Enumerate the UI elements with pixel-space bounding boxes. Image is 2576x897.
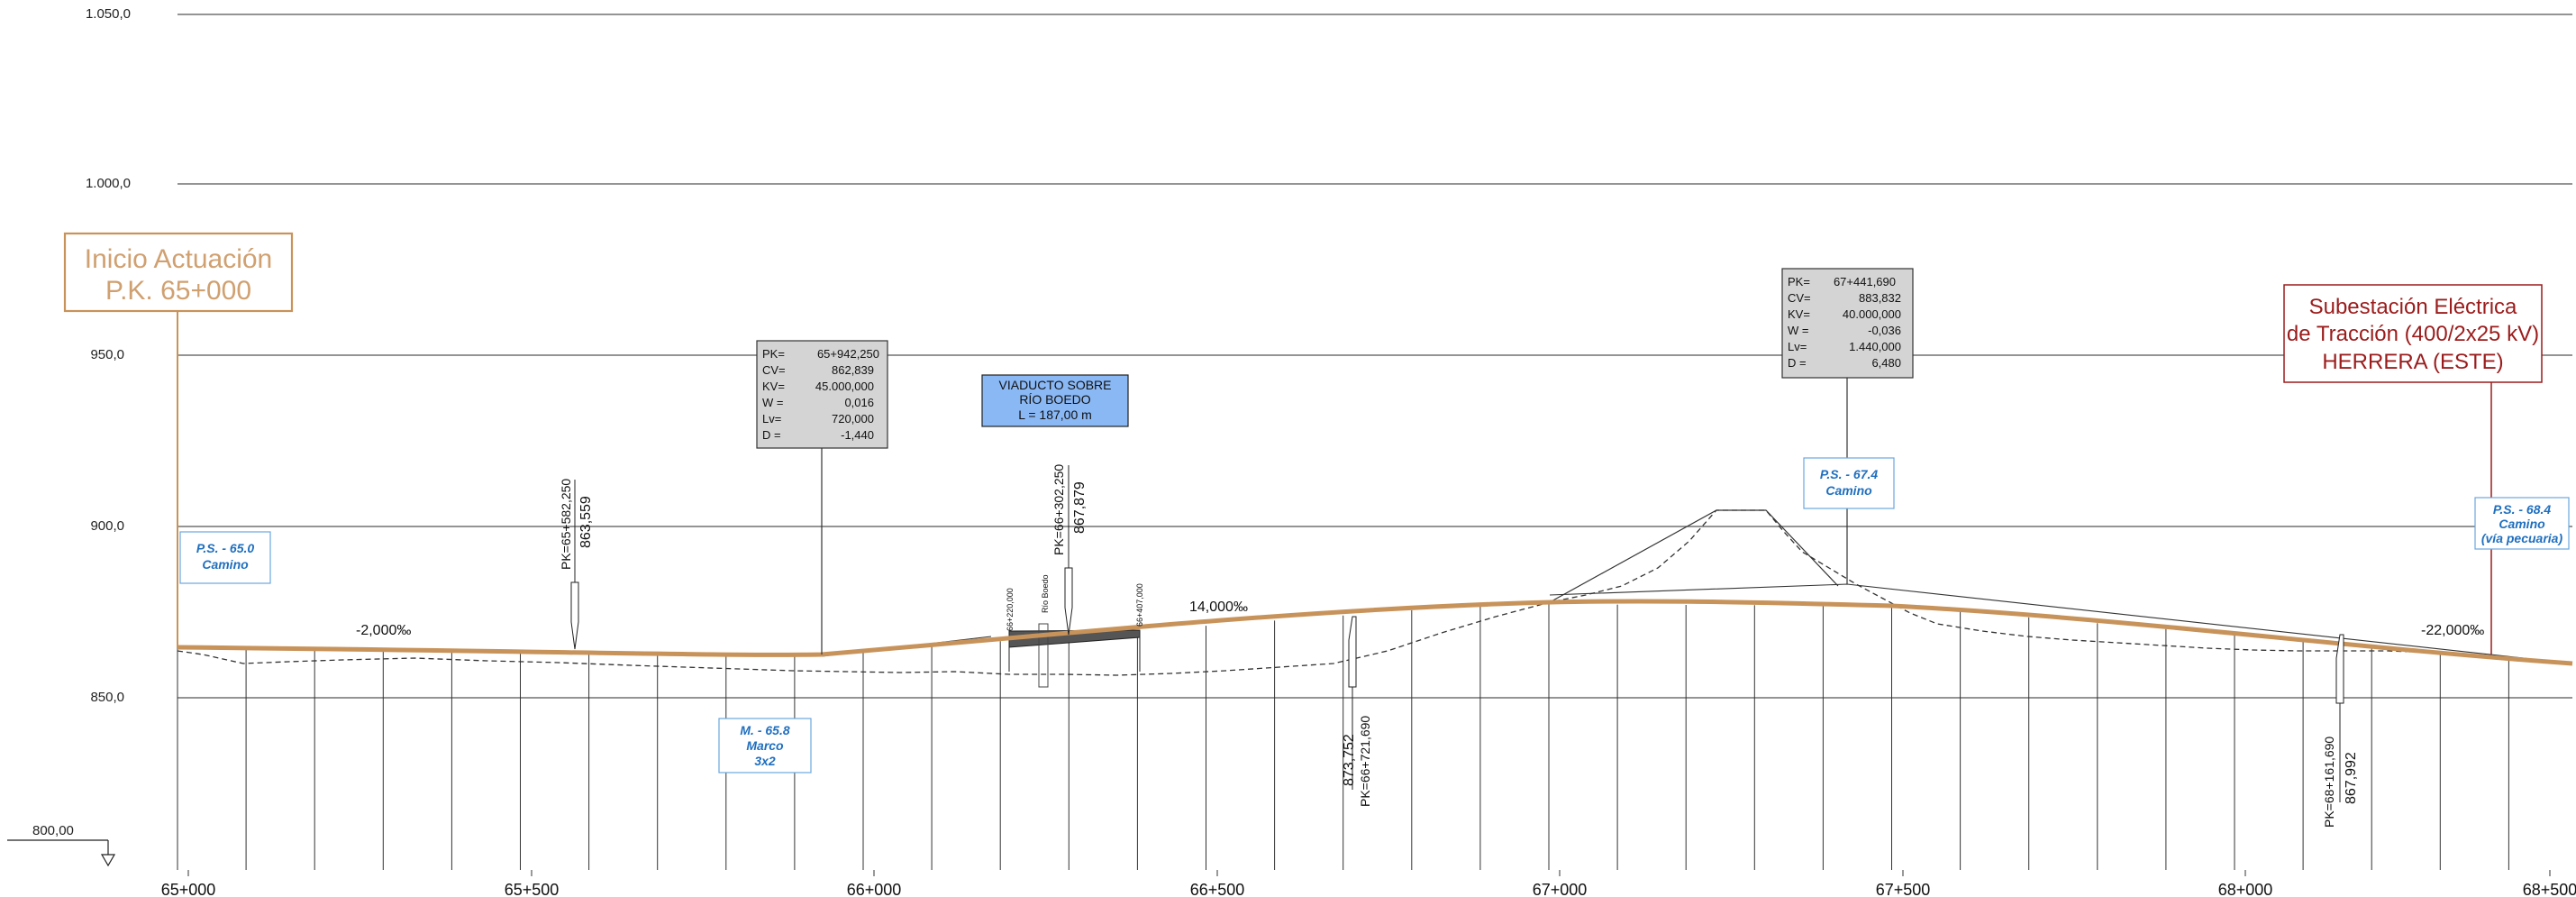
datum-marker: 800,00 — [7, 823, 116, 867]
substation-line-2: de Tracción (400/2x25 kV) — [2287, 322, 2539, 346]
vc1-key-pk: PK= — [762, 347, 785, 361]
substation-line-1: Subestación Eléctrica — [2309, 295, 2517, 319]
vc2-key-pk: PK= — [1788, 275, 1810, 288]
ps650-title: P.S. - 65.0 — [196, 541, 255, 555]
marker-2-elevation: 867,879 — [1072, 481, 1088, 534]
vc1-value-cv: 862,839 — [832, 363, 874, 377]
marker-3-elevation: 873,752 — [1342, 734, 1357, 786]
elevation-label-900: 900,0 — [90, 518, 124, 534]
elevation-label-850: 850,0 — [90, 690, 124, 705]
pk-label-66500: 66+500 — [1190, 881, 1245, 897]
vc2-key-d: D = — [1788, 356, 1807, 370]
vc2-value-pk: 67+441,690 — [1834, 275, 1896, 288]
ps684-type: Camino — [2499, 517, 2545, 531]
vc1-value-lv: 720,000 — [832, 412, 874, 426]
vc1-value-w: 0,016 — [844, 396, 874, 409]
vc1-key-w: W = — [762, 396, 783, 409]
vc2-value-d: 6,480 — [1871, 356, 1901, 370]
m658-size: 3x2 — [754, 754, 776, 768]
vc2-value-lv: 1.440,000 — [1849, 340, 1901, 353]
m658-title: M. - 65.8 — [740, 723, 789, 737]
marker-4-pk: PK=68+161,690 — [2322, 737, 2336, 828]
viaduct-ticks: 66+220,000 Río Boedo 66+407,000 — [1006, 574, 1144, 631]
elevation-label-1050: 1.050,0 — [86, 6, 131, 22]
viaduct-line-3: L = 187,00 m — [1018, 407, 1092, 422]
ps674-title: P.S. - 67.4 — [1820, 467, 1879, 481]
ps684-title: P.S. - 68.4 — [2493, 502, 2552, 517]
pk-label-66000: 66+000 — [847, 881, 902, 897]
viaduct-tick-start: 66+220,000 — [1006, 588, 1015, 631]
station-lines — [177, 604, 2509, 870]
grade-label-2: 14,000‰ — [1189, 600, 1248, 615]
grade-label-1: -2,000‰ — [356, 623, 411, 638]
vertex-marker-2: PK=66+302,250 867,879 — [1051, 464, 1088, 636]
vertical-curve-box-1: PK= 65+942,250 CV= 862,839 KV= 45.000,00… — [756, 340, 888, 449]
vertex-marker-3: 873,752 PK=66+721,690 — [1342, 616, 1372, 807]
grade-line — [177, 599, 2573, 666]
ps650-type: Camino — [202, 557, 249, 572]
ps674-type: Camino — [1825, 483, 1872, 498]
pk-label-67000: 67+000 — [1533, 881, 1588, 897]
vc2-key-kv: KV= — [1788, 307, 1810, 321]
vc1-key-kv: KV= — [762, 380, 785, 393]
pk-label-67500: 67+500 — [1876, 881, 1931, 897]
vc2-key-lv: Lv= — [1788, 340, 1807, 353]
vc1-key-d: D = — [762, 428, 781, 442]
viaduct-box: VIADUCTO SOBRE RÍO BOEDO L = 187,00 m — [981, 374, 1129, 427]
structure-m-65-8: M. - 65.8 Marco 3x2 — [718, 718, 812, 773]
substation-line-3: HERRERA (ESTE) — [2322, 350, 2503, 374]
vc1-value-d: -1,440 — [841, 428, 874, 442]
pk-label-68000: 68+000 — [2218, 881, 2273, 897]
vc1-key-cv: CV= — [762, 363, 786, 377]
vc1-value-pk: 65+942,250 — [817, 347, 879, 361]
marker-2-pk: PK=66+302,250 — [1051, 464, 1066, 555]
pk-label-68500: 68+500 — [2523, 881, 2576, 897]
terrain-profile — [177, 509, 2573, 676]
vc2-value-w: -0,036 — [1868, 324, 1901, 337]
grade-label-3: -22,000‰ — [2421, 623, 2484, 638]
elevation-label-950: 950,0 — [90, 347, 124, 362]
station-ticks — [187, 870, 2551, 876]
elevation-grid — [177, 14, 2572, 699]
pk-axis: 65+000 65+500 66+000 66+500 67+000 67+50… — [161, 881, 2576, 897]
viaduct-tick-end: 66+407,000 — [1135, 583, 1144, 627]
substation-box: Subestación Eléctrica de Tracción (400/2… — [2283, 284, 2543, 383]
vc2-value-cv: 883,832 — [1859, 291, 1901, 305]
start-box-pk: P.K. 65+000 — [105, 276, 251, 306]
vertex-marker-4: PK=68+161,690 867,992 — [2322, 634, 2359, 828]
marker-1-elevation: 863,559 — [578, 496, 594, 548]
datum-label: 800,00 — [32, 823, 74, 838]
vc2-key-w: W = — [1788, 324, 1808, 337]
structure-ps-68-4: P.S. - 68.4 Camino (vía pecuaria) — [2474, 497, 2570, 550]
structure-ps-67-4: P.S. - 67.4 Camino — [1803, 457, 1895, 509]
vc1-value-kv: 45.000,000 — [815, 380, 874, 393]
viaduct-line-2: RÍO BOEDO — [1019, 392, 1090, 407]
vertex-marker-1: PK=65+582,250 863,559 — [559, 479, 594, 650]
start-box-title: Inicio Actuación — [85, 244, 272, 274]
vc1-key-lv: Lv= — [762, 412, 781, 426]
vc2-key-cv: CV= — [1788, 291, 1811, 305]
ps684-note: (vía pecuaria) — [2481, 531, 2563, 545]
marker-3-pk: PK=66+721,690 — [1358, 716, 1372, 807]
m658-type: Marco — [746, 738, 784, 753]
elevation-label-1000: 1.000,0 — [86, 176, 131, 191]
pk-label-65500: 65+500 — [505, 881, 560, 897]
crest-cut-outline — [1549, 509, 1839, 603]
viaduct-line-1: VIADUCTO SOBRE — [999, 378, 1112, 392]
pk-label-65000: 65+000 — [161, 881, 216, 897]
viaduct-tick-river: Río Boedo — [1041, 574, 1050, 613]
structure-ps-65-0: P.S. - 65.0 Camino — [179, 531, 271, 584]
marker-4-elevation: 867,992 — [2344, 752, 2359, 804]
vc2-value-kv: 40.000,000 — [1843, 307, 1901, 321]
start-box: Inicio Actuación P.K. 65+000 — [63, 232, 294, 313]
marker-1-pk: PK=65+582,250 — [559, 479, 573, 570]
vertical-curve-box-2: PK= 67+441,690 CV= 883,832 KV= 40.000,00… — [1781, 268, 1914, 379]
